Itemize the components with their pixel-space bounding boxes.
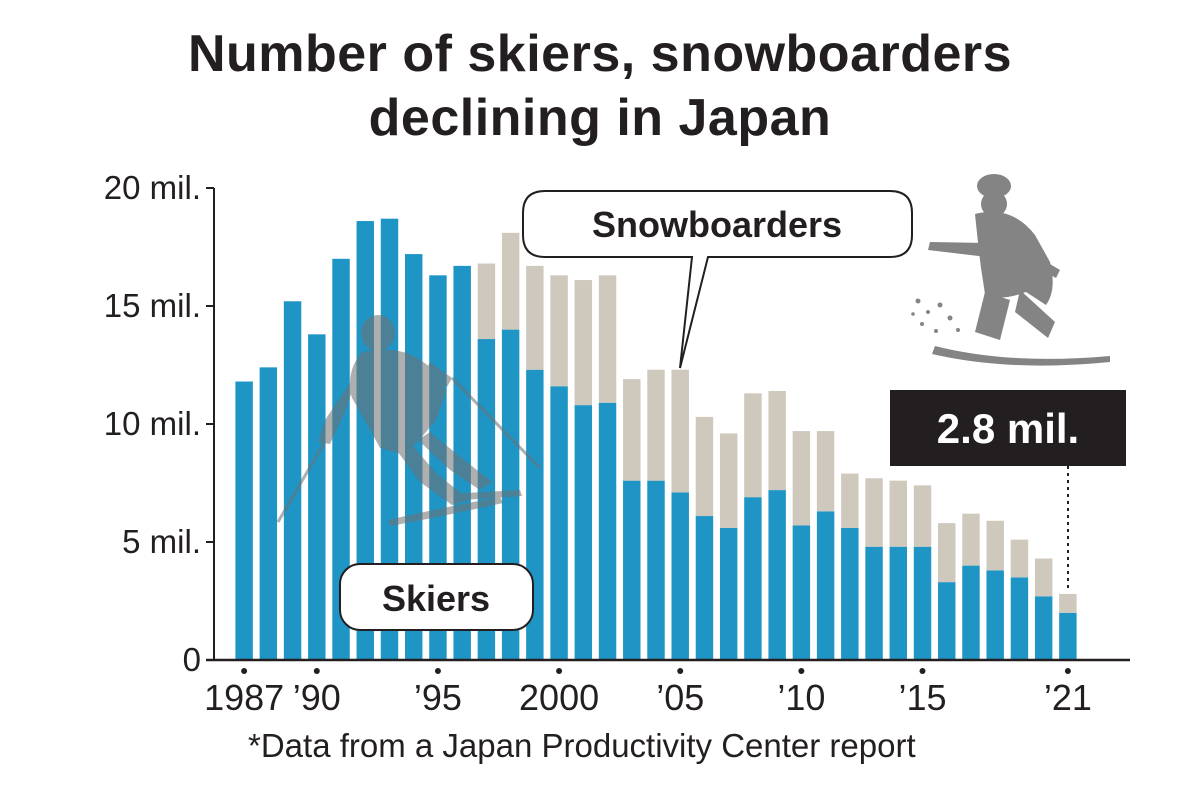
bar-skiers-2011: [816, 511, 835, 660]
bar-snowboarders-2006: [695, 416, 714, 517]
y-tick-label: 5 mil.: [122, 523, 201, 560]
bar-skiers-2018: [986, 570, 1004, 660]
bar-skiers-2002: [598, 402, 617, 660]
x-tick-label: 2000: [519, 677, 599, 718]
title-line-1: Number of skiers, snowboarders: [187, 25, 1013, 83]
bar-snowboarders-2008: [744, 393, 762, 498]
x-tick-mark: [556, 668, 563, 674]
bar-skiers-1988: [259, 367, 278, 660]
bar-snowboarders-2007: [719, 433, 738, 528]
bar-snowboarders-2003: [623, 379, 641, 481]
x-tick-mark: [1064, 668, 1071, 674]
bar-snowboarders-2021: [1059, 593, 1077, 613]
title-line-2: declining in Japan: [368, 89, 832, 147]
bar-skiers-2009: [768, 490, 786, 660]
bar-skiers-2015: [913, 546, 932, 660]
x-tick-label: ’95: [414, 677, 462, 718]
bar-snowboarders-2018: [986, 520, 1004, 571]
x-tick-label: 1987: [204, 677, 284, 718]
y-axis-ticks: 0 5 mil. 10 mil. 15 mil. 20 mil.: [104, 169, 214, 678]
bar-skiers-2001: [574, 405, 593, 660]
bar-snowboarders-2002: [598, 275, 617, 403]
x-axis-ticks: 1987’90 ’95 2000 ’05 ’10 ’15 ’21: [204, 668, 1092, 718]
bar-snowboarders-2000: [550, 275, 568, 387]
x-tick-mark: [677, 668, 684, 674]
y-tick-label: 15 mil.: [104, 287, 201, 324]
x-tick-mark: [919, 668, 926, 674]
bar-skiers-2021: [1059, 612, 1077, 660]
bar-snowboarders-2009: [768, 390, 786, 491]
bar-snowboarders-2012: [841, 473, 859, 528]
bar-snowboarders-2005: [671, 369, 689, 493]
bar-skiers-2020: [1034, 596, 1053, 660]
bar-skiers-1987: [235, 381, 253, 660]
snowboarders-label: Snowboarders: [592, 204, 842, 245]
bar-skiers-2016: [938, 582, 956, 660]
x-tick-label: ’05: [656, 677, 704, 718]
bar-snowboarders-1997: [477, 263, 496, 340]
x-tick-mark: [313, 668, 320, 674]
x-tick-mark: [434, 668, 441, 674]
bar-skiers-1989: [283, 301, 302, 660]
x-tick-mark: [241, 668, 248, 674]
footnote: *Data from a Japan Productivity Center r…: [248, 727, 916, 764]
bar-skiers-2008: [744, 497, 762, 660]
bar-skiers-2019: [1010, 577, 1029, 660]
bar-skiers-2012: [841, 527, 859, 660]
y-tick-label: 0: [183, 641, 201, 678]
chart-title: Number of skiers, snowboarders declining…: [0, 22, 1200, 150]
bar-snowboarders-2014: [889, 480, 908, 547]
bar-snowboarders-1999: [526, 265, 544, 370]
bar-snowboarders-2016: [938, 523, 956, 583]
bar-snowboarders-2004: [647, 369, 665, 481]
y-tick-label: 10 mil.: [104, 405, 201, 442]
skiers-callout: Skiers: [339, 563, 534, 631]
x-tick-mark: [798, 668, 805, 674]
x-tick-label: ’90: [293, 677, 341, 718]
x-tick-label: ’10: [777, 677, 825, 718]
x-tick-label: ’21: [1044, 677, 1092, 718]
bar-skiers-2017: [962, 565, 980, 660]
skiers-label: Skiers: [382, 578, 490, 619]
final-value-callout: 2.8 mil.: [890, 390, 1126, 590]
bar-snowboarders-2010: [792, 431, 811, 526]
bar-skiers-2000: [550, 386, 568, 660]
y-tick-label: 20 mil.: [104, 169, 201, 206]
final-value-label: 2.8 mil.: [937, 405, 1079, 452]
bar-snowboarders-2015: [913, 485, 932, 547]
bar-snowboarders-1998: [501, 232, 520, 330]
bar-snowboarders-2011: [816, 431, 835, 512]
snowboarder-silhouette-icon: [911, 174, 1110, 366]
bar-skiers-2007: [719, 527, 738, 660]
bar-snowboarders-2013: [865, 478, 883, 547]
bar-skiers-2013: [865, 546, 883, 660]
bar-skiers-1990: [308, 334, 326, 660]
bar-skiers-2006: [695, 516, 714, 660]
bar-skiers-2003: [623, 480, 641, 660]
bar-skiers-1991: [332, 258, 350, 660]
bar-skiers-2014: [889, 546, 908, 660]
bar-snowboarders-2017: [962, 513, 980, 566]
bar-skiers-2004: [647, 480, 665, 660]
x-tick-label: ’15: [898, 677, 946, 718]
skier-silhouette-icon: [276, 315, 542, 526]
bar-snowboarders-2020: [1034, 558, 1053, 597]
bar-snowboarders-2001: [574, 280, 593, 406]
bar-snowboarders-2019: [1010, 539, 1029, 578]
bar-skiers-2005: [671, 492, 689, 660]
snowboarders-callout: Snowboarders: [522, 190, 913, 369]
bar-skiers-2010: [792, 525, 811, 660]
